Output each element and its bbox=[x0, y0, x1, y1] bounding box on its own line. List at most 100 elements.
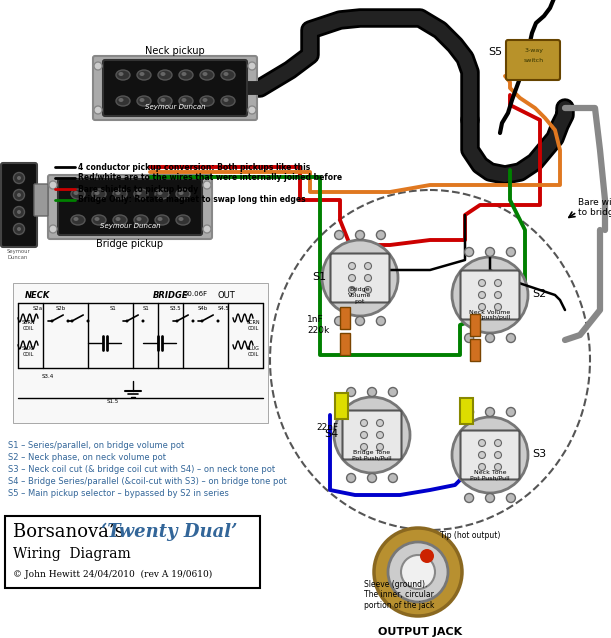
Circle shape bbox=[452, 257, 528, 333]
Circle shape bbox=[486, 494, 494, 503]
Ellipse shape bbox=[176, 215, 190, 225]
Circle shape bbox=[365, 262, 371, 269]
Ellipse shape bbox=[179, 96, 193, 106]
FancyBboxPatch shape bbox=[58, 179, 202, 235]
Circle shape bbox=[376, 443, 384, 450]
Ellipse shape bbox=[158, 96, 172, 106]
Circle shape bbox=[464, 494, 474, 503]
Circle shape bbox=[389, 387, 397, 396]
Circle shape bbox=[175, 320, 178, 322]
Ellipse shape bbox=[136, 217, 142, 221]
Text: NECK: NECK bbox=[25, 291, 50, 300]
Circle shape bbox=[248, 106, 256, 114]
Circle shape bbox=[494, 440, 502, 447]
Ellipse shape bbox=[224, 98, 229, 102]
Circle shape bbox=[87, 320, 89, 322]
Circle shape bbox=[507, 334, 516, 343]
FancyBboxPatch shape bbox=[331, 253, 389, 302]
FancyBboxPatch shape bbox=[103, 60, 247, 116]
Text: S4: S4 bbox=[324, 429, 338, 439]
Ellipse shape bbox=[136, 191, 142, 195]
Circle shape bbox=[337, 255, 383, 300]
Ellipse shape bbox=[134, 215, 148, 225]
Circle shape bbox=[467, 272, 513, 318]
Circle shape bbox=[334, 397, 410, 473]
Circle shape bbox=[356, 316, 365, 325]
Circle shape bbox=[348, 262, 356, 269]
Circle shape bbox=[478, 304, 486, 311]
Circle shape bbox=[401, 555, 435, 589]
Circle shape bbox=[494, 452, 502, 459]
Circle shape bbox=[360, 431, 367, 438]
Text: Red/white are to the wires that were internally joined before: Red/white are to the wires that were int… bbox=[78, 174, 342, 182]
Ellipse shape bbox=[202, 98, 208, 102]
Text: S2: S2 bbox=[532, 289, 546, 299]
Text: S2b: S2b bbox=[56, 306, 66, 311]
Circle shape bbox=[13, 189, 24, 200]
Circle shape bbox=[349, 412, 395, 458]
Ellipse shape bbox=[139, 98, 144, 102]
Ellipse shape bbox=[179, 70, 193, 80]
Ellipse shape bbox=[224, 72, 229, 76]
Text: Seymour Duncan: Seymour Duncan bbox=[145, 104, 205, 110]
Text: Seymour
Duncan: Seymour Duncan bbox=[7, 249, 31, 260]
Circle shape bbox=[464, 334, 474, 343]
Circle shape bbox=[356, 230, 365, 239]
Circle shape bbox=[507, 248, 516, 256]
Ellipse shape bbox=[115, 217, 120, 221]
Circle shape bbox=[348, 274, 356, 281]
Ellipse shape bbox=[161, 72, 166, 76]
Text: 3-way: 3-way bbox=[524, 48, 544, 53]
Circle shape bbox=[248, 62, 256, 70]
Circle shape bbox=[376, 316, 386, 325]
Circle shape bbox=[203, 181, 211, 189]
Circle shape bbox=[51, 320, 54, 322]
Text: S1: S1 bbox=[312, 272, 326, 282]
Circle shape bbox=[13, 207, 24, 218]
Circle shape bbox=[478, 292, 486, 299]
Text: Seymour Duncan: Seymour Duncan bbox=[100, 223, 160, 229]
Text: 22nF: 22nF bbox=[316, 424, 338, 433]
Circle shape bbox=[494, 292, 502, 299]
Ellipse shape bbox=[137, 70, 151, 80]
FancyBboxPatch shape bbox=[48, 175, 212, 239]
Circle shape bbox=[486, 408, 494, 417]
Circle shape bbox=[389, 473, 397, 482]
Text: OUT: OUT bbox=[218, 291, 236, 300]
Circle shape bbox=[507, 408, 516, 417]
Ellipse shape bbox=[200, 96, 214, 106]
FancyBboxPatch shape bbox=[506, 40, 560, 80]
Circle shape bbox=[191, 320, 194, 322]
Text: Bare shields to pickup body: Bare shields to pickup body bbox=[78, 184, 198, 193]
Text: Borsanova’s: Borsanova’s bbox=[13, 523, 130, 541]
Text: S4.5: S4.5 bbox=[217, 306, 229, 311]
Text: S2a: S2a bbox=[33, 306, 43, 311]
Circle shape bbox=[335, 316, 343, 325]
Text: S5: S5 bbox=[488, 47, 502, 57]
Text: Neck pickup: Neck pickup bbox=[145, 46, 205, 56]
Ellipse shape bbox=[119, 72, 123, 76]
Circle shape bbox=[376, 230, 386, 239]
Ellipse shape bbox=[155, 215, 169, 225]
Text: Bare wire,
to bridge: Bare wire, to bridge bbox=[578, 198, 611, 218]
Text: Sleeve (ground).
The inner, circular
portion of the jack: Sleeve (ground). The inner, circular por… bbox=[364, 580, 434, 610]
Circle shape bbox=[486, 334, 494, 343]
Ellipse shape bbox=[178, 217, 183, 221]
Ellipse shape bbox=[200, 70, 214, 80]
Text: S1.5: S1.5 bbox=[107, 399, 119, 404]
Bar bbox=[470, 339, 480, 361]
Ellipse shape bbox=[221, 70, 235, 80]
Circle shape bbox=[125, 320, 128, 322]
Text: 4 conductor pickup conversion: Both pickups like this: 4 conductor pickup conversion: Both pick… bbox=[78, 163, 310, 172]
Ellipse shape bbox=[92, 215, 106, 225]
Text: 1nF
220k: 1nF 220k bbox=[307, 315, 329, 335]
Ellipse shape bbox=[113, 189, 127, 199]
Circle shape bbox=[346, 473, 356, 482]
Text: 50.06F: 50.06F bbox=[183, 291, 207, 297]
Ellipse shape bbox=[176, 189, 190, 199]
Circle shape bbox=[478, 452, 486, 459]
FancyBboxPatch shape bbox=[343, 410, 401, 459]
Text: ‘Twenty Dual’: ‘Twenty Dual’ bbox=[101, 523, 238, 541]
Bar bbox=[5, 516, 260, 588]
Ellipse shape bbox=[158, 217, 163, 221]
